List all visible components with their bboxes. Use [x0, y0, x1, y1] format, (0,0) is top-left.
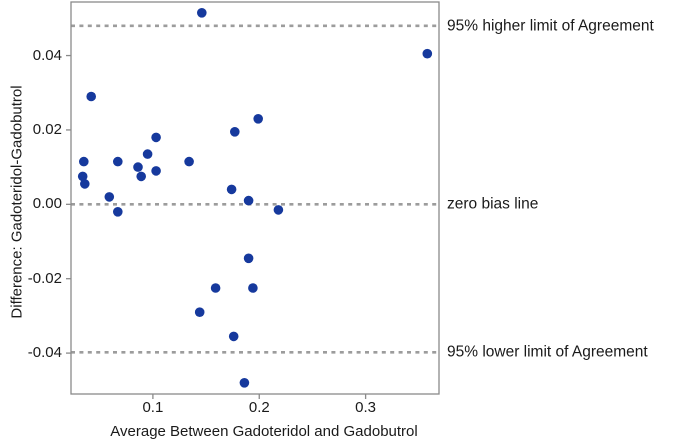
data-point	[194, 307, 205, 318]
data-point	[197, 8, 207, 18]
data-point	[253, 114, 263, 124]
y-tick-label: -0.02	[27, 269, 62, 287]
data-point	[239, 378, 250, 388]
data-point	[80, 179, 90, 189]
x-tick-label: 0.2	[248, 399, 270, 416]
data-point	[113, 156, 123, 167]
data-point	[243, 195, 254, 206]
x-tick-label: 0.3	[355, 399, 377, 416]
data-point	[248, 283, 258, 293]
data-point	[142, 149, 153, 159]
data-point	[243, 253, 254, 264]
y-tick-label: -0.04	[27, 344, 62, 362]
data-point	[184, 156, 194, 167]
data-point	[136, 171, 146, 182]
data-point	[151, 166, 161, 176]
data-point	[151, 132, 161, 143]
y-tick-label: 0.04	[32, 46, 62, 64]
y-tick-label: 0.02	[32, 120, 62, 138]
data-point	[226, 184, 237, 195]
data-point	[230, 127, 240, 137]
data-point	[273, 205, 284, 215]
x-tick-label: 0.1	[142, 399, 164, 416]
data-point	[79, 156, 89, 167]
data-point	[228, 331, 239, 342]
data-point	[86, 91, 96, 102]
data-point	[113, 207, 123, 217]
data-point	[133, 162, 143, 172]
upper-limit-of-agreement-label: 95% higher limit of Agreement	[447, 17, 654, 35]
plot-frame	[70, 1, 440, 395]
data-point	[104, 192, 115, 202]
y-axis-label: Difference: Gadoteridol-Gadobutrol	[8, 85, 26, 319]
data-point	[77, 171, 88, 182]
x-axis-label: Average Between Gadoteridol and Gadobutr…	[110, 423, 418, 440]
zero-bias-line-label: zero bias line	[447, 195, 539, 213]
y-tick-label: 0.00	[32, 195, 62, 213]
lower-limit-of-agreement-label: 95% lower limit of Agreement	[447, 343, 648, 361]
data-point	[422, 48, 433, 59]
data-point	[210, 283, 221, 293]
